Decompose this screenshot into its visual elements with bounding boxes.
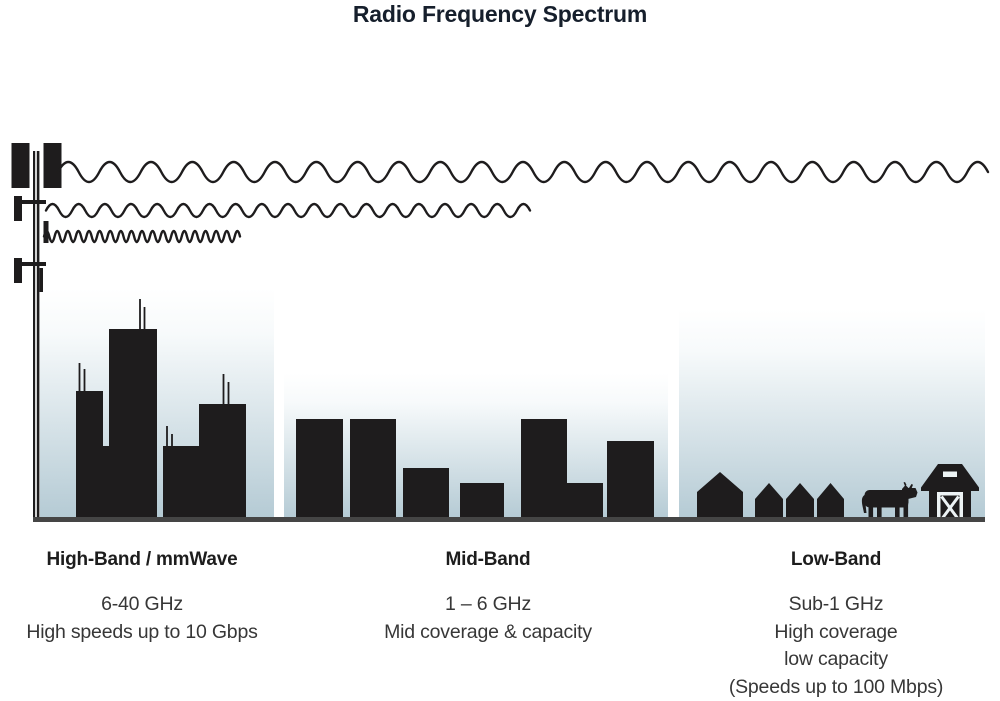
building <box>103 446 110 521</box>
barn-loft-window <box>943 472 957 478</box>
tower-mast <box>33 151 35 521</box>
band-detail-line: (Speeds up to 100 Mbps) <box>684 674 988 701</box>
cow-leg <box>877 504 882 518</box>
band-detail-line: Sub-1 GHz <box>684 591 988 619</box>
building <box>607 441 654 521</box>
cow-leg <box>869 504 874 518</box>
band-detail-line: High speeds up to 10 Gbps <box>8 619 276 647</box>
cow-leg <box>904 504 909 518</box>
medium-wavelength-wave <box>46 204 530 217</box>
radio-waves <box>44 162 988 242</box>
building <box>296 419 343 521</box>
building <box>403 468 449 521</box>
small-antenna <box>14 258 22 283</box>
band-detail-line: Mid coverage & capacity <box>360 619 616 647</box>
small-antenna <box>40 268 44 292</box>
cow-leg <box>895 504 900 518</box>
building <box>460 483 504 521</box>
building <box>163 446 199 521</box>
band-title-mid: Mid-Band <box>360 549 616 571</box>
short-wavelength-wave <box>44 231 240 242</box>
band-detail-line: 6-40 GHz <box>8 591 276 619</box>
antenna-panel <box>12 143 30 188</box>
building <box>76 391 103 521</box>
band-title-high: High-Band / mmWave <box>8 549 276 571</box>
long-wavelength-wave <box>58 162 988 182</box>
band-detail-line: low capacity <box>684 646 988 674</box>
building <box>521 419 567 521</box>
tower-mast <box>37 151 40 521</box>
building <box>350 419 396 521</box>
spectrum-illustration <box>0 0 1000 545</box>
building <box>567 483 603 521</box>
building <box>199 404 246 521</box>
building <box>109 329 157 521</box>
band-detail-line: 1 – 6 GHz <box>360 591 616 619</box>
ground-line <box>33 517 985 522</box>
band-detail-line: High coverage <box>684 619 988 647</box>
small-antenna <box>14 196 22 221</box>
ground <box>33 517 985 522</box>
antenna-panel <box>44 143 62 188</box>
band-title-low: Low-Band <box>684 549 988 571</box>
